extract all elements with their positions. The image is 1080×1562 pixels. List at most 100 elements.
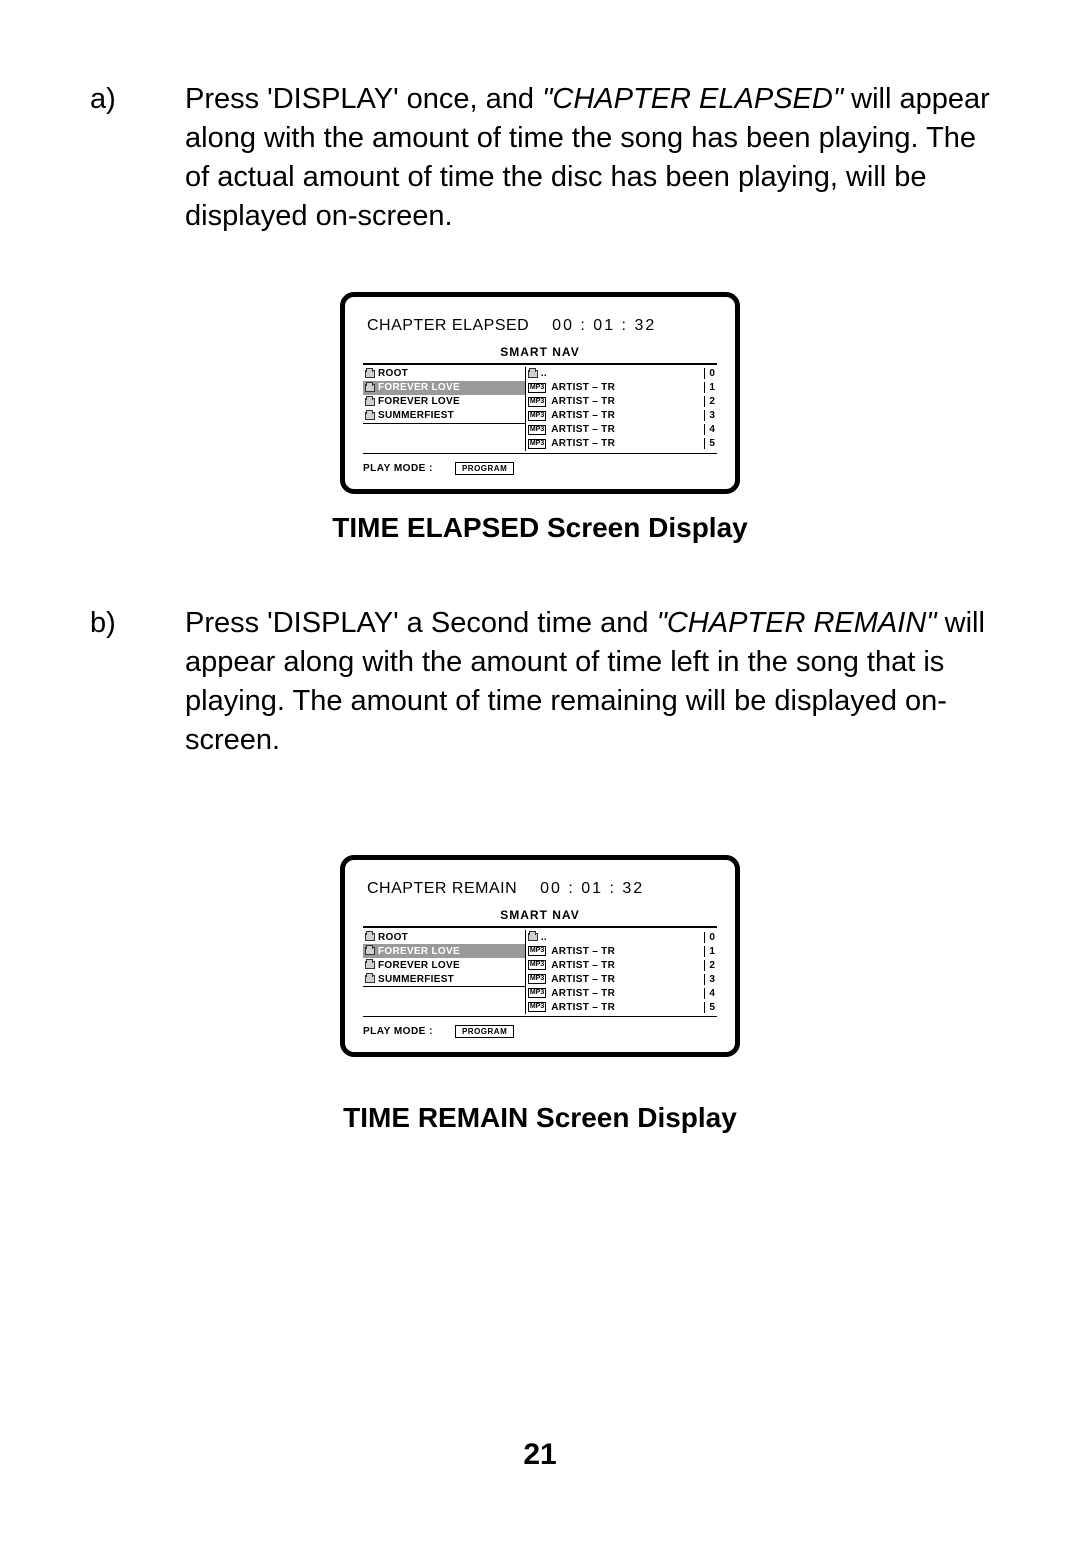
chapter-line: CHAPTER REMAIN 00 : 01 : 32 [367, 880, 717, 898]
track-label: ARTIST – TR [551, 974, 615, 985]
folder-label: ROOT [378, 932, 408, 943]
folder-icon [365, 370, 375, 378]
track-label: .. [541, 368, 547, 379]
folder-row: ROOT [363, 930, 525, 944]
folder-icon [365, 947, 375, 955]
chapter-line: CHAPTER ELAPSED 00 : 01 : 32 [367, 317, 717, 335]
mp3-badge: MP3 [528, 425, 546, 435]
nav-right: .. 0 MP3 ARTIST – TR 1 MP3 ARTIST – TR 2 MP3 ARTI… [526, 367, 717, 451]
folder-label: FOREVER LOVE [378, 946, 460, 957]
play-mode-row: PLAY MODE : PROGRAM [363, 462, 717, 475]
folder-row: FOREVER LOVE [363, 395, 525, 409]
track-label: ARTIST – TR [551, 946, 615, 957]
section-b-italic: "CHAPTER REMAIN" [657, 607, 945, 639]
mp3-badge: MP3 [528, 988, 546, 998]
mp3-badge: MP3 [528, 974, 546, 984]
track-row: MP3 ARTIST – TR 4 [526, 423, 717, 437]
track-number: 4 [704, 424, 715, 435]
play-mode-label: PLAY MODE : [363, 1026, 433, 1037]
play-mode-row: PLAY MODE : PROGRAM [363, 1025, 717, 1038]
section-a-label: a) [90, 80, 185, 237]
track-number: 0 [704, 368, 715, 379]
folder-row: ROOT [363, 367, 525, 381]
section-b-pre: Press 'DISPLAY' a Second time and [185, 607, 657, 639]
play-mode-value: PROGRAM [455, 1025, 514, 1038]
folder-icon [365, 975, 375, 983]
folder-icon [528, 370, 538, 378]
folder-row: FOREVER LOVE [363, 381, 525, 395]
section-a-italic: "CHAPTER ELAPSED" [542, 83, 851, 115]
track-number: 1 [704, 382, 715, 393]
section-a: a) Press 'DISPLAY' once, and "CHAPTER EL… [90, 80, 990, 237]
folder-row: FOREVER LOVE [363, 944, 525, 958]
mp3-badge: MP3 [528, 439, 546, 449]
mp3-badge: MP3 [528, 397, 546, 407]
folder-label: SUMMERFIEST [378, 410, 454, 421]
folder-label: FOREVER LOVE [378, 960, 460, 971]
nav-body: ROOTFOREVER LOVEFOREVER LOVESUMMERFIEST … [363, 367, 717, 454]
track-label: ARTIST – TR [551, 410, 615, 421]
folder-icon [365, 384, 375, 392]
play-mode-label: PLAY MODE : [363, 463, 433, 474]
track-number: 2 [704, 396, 715, 407]
folder-label: SUMMERFIEST [378, 974, 454, 985]
track-label: ARTIST – TR [551, 960, 615, 971]
section-b-body: Press 'DISPLAY' a Second time and "CHAPT… [185, 604, 990, 761]
section-b-label: b) [90, 604, 185, 761]
track-row: MP3 ARTIST – TR 1 [526, 944, 717, 958]
track-number: 5 [704, 438, 715, 449]
track-row: MP3 ARTIST – TR 3 [526, 409, 717, 423]
track-label: ARTIST – TR [551, 988, 615, 999]
folder-label: ROOT [378, 368, 408, 379]
folder-row: SUMMERFIEST [363, 972, 525, 986]
nav-body: ROOTFOREVER LOVEFOREVER LOVESUMMERFIEST … [363, 930, 717, 1017]
smart-nav-title: SMART NAV [363, 908, 717, 928]
mp3-badge: MP3 [528, 1002, 546, 1012]
screen-box: CHAPTER REMAIN 00 : 01 : 32 SMART NAV RO… [340, 855, 740, 1057]
track-label: ARTIST – TR [551, 396, 615, 407]
caption-elapsed: TIME ELAPSED Screen Display [90, 512, 990, 544]
track-row: MP3 ARTIST – TR 5 [526, 1000, 717, 1014]
page-number: 21 [0, 1438, 1080, 1472]
empty-row [363, 986, 525, 999]
section-a-body: Press 'DISPLAY' once, and "CHAPTER ELAPS… [185, 80, 990, 237]
track-number: 1 [704, 946, 715, 957]
chapter-label: CHAPTER ELAPSED [367, 317, 529, 334]
folder-label: FOREVER LOVE [378, 382, 460, 393]
track-label: ARTIST – TR [551, 438, 615, 449]
track-number: 3 [704, 410, 715, 421]
folder-icon [365, 398, 375, 406]
nav-left: ROOT FOREVER LOVE FOREVER LOVE SUMMERFIEST [363, 930, 526, 1014]
screen-remain: CHAPTER REMAIN 00 : 01 : 32 SMART NAV RO… [340, 855, 740, 1057]
track-number: 0 [704, 932, 715, 943]
mp3-badge: MP3 [528, 411, 546, 421]
folder-label: FOREVER LOVE [378, 396, 460, 407]
empty-row [363, 423, 525, 436]
track-row: MP3ARTIST – TR2 [526, 958, 717, 972]
smart-nav-title: SMART NAV [363, 345, 717, 365]
track-row: MP3 ARTIST – TR 4 [526, 986, 717, 1000]
track-label: ARTIST – TR [551, 1002, 615, 1013]
track-row: MP3 ARTIST – TR 1 [526, 381, 717, 395]
mp3-badge: MP3 [528, 960, 546, 970]
folder-icon [528, 933, 538, 941]
chapter-time: 00 : 01 : 32 [552, 317, 656, 334]
mp3-badge: MP3 [528, 383, 546, 393]
folder-row: SUMMERFIEST [363, 409, 525, 423]
chapter-time: 00 : 01 : 32 [540, 880, 644, 897]
track-row: MP3 ARTIST – TR 2 [526, 395, 717, 409]
caption-remain: TIME REMAIN Screen Display [90, 1102, 990, 1134]
track-number: 4 [704, 988, 715, 999]
folder-icon [365, 412, 375, 420]
folder-icon [365, 961, 375, 969]
track-row: .. 0 [526, 367, 717, 381]
folder-row: FOREVER LOVE [363, 958, 525, 972]
folder-icon [365, 933, 375, 941]
track-label: ARTIST – TR [551, 424, 615, 435]
track-number: 5 [704, 1002, 715, 1013]
track-row: ..0 [526, 930, 717, 944]
track-number: 3 [704, 974, 715, 985]
track-label: ARTIST – TR [551, 382, 615, 393]
mp3-badge: MP3 [528, 946, 546, 956]
section-a-pre: Press 'DISPLAY' once, and [185, 83, 542, 115]
